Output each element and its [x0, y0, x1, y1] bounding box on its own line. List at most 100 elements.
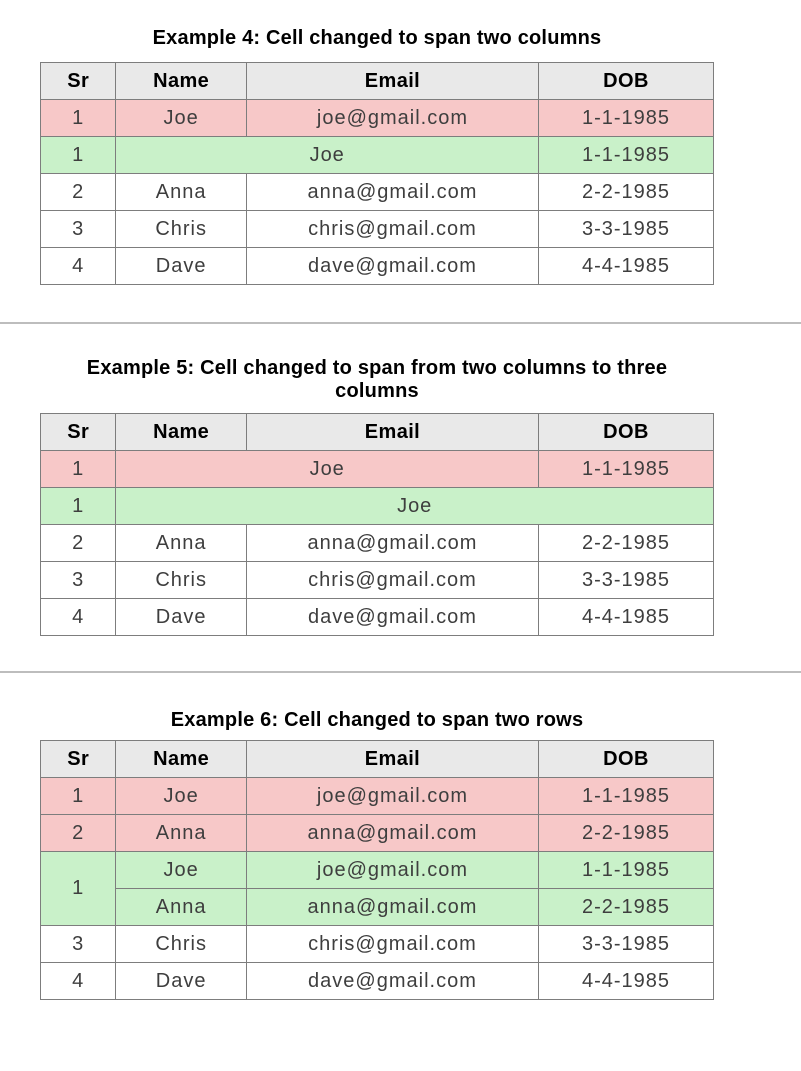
- table-row: 1 Joe joe@gmail.com 1-1-1985: [39, 851, 714, 926]
- table-header-row: Sr Name Email DOB: [39, 413, 714, 451]
- table-cell: 3: [39, 561, 117, 599]
- content-container: Example 4: Cell changed to span two colu…: [39, 27, 714, 285]
- table-cell: 2-2-1985: [538, 888, 714, 926]
- table-row: 3 Chris chris@gmail.com 3-3-1985: [39, 561, 714, 599]
- table-cell: Dave: [115, 247, 247, 285]
- table-cell: 4-4-1985: [538, 962, 714, 1000]
- column-header-sr: Sr: [39, 740, 117, 778]
- section-title-example-5: Example 5: Cell changed to span from two…: [86, 357, 668, 402]
- section-example-4: Example 4: Cell changed to span two colu…: [39, 27, 714, 285]
- table-cell: Joe: [115, 851, 247, 889]
- table-cell: Joe: [115, 99, 247, 137]
- table-cell: Chris: [115, 210, 247, 248]
- table-cell: dave@gmail.com: [245, 247, 540, 285]
- table-cell: 1-1-1985: [538, 450, 714, 488]
- table-row: 1 Joe joe@gmail.com 1-1-1985: [39, 99, 714, 137]
- table-row: 2 Anna anna@gmail.com 2-2-1985: [39, 173, 714, 211]
- table-cell: 1-1-1985: [538, 99, 714, 137]
- table-header: Sr Name Email DOB: [39, 413, 714, 451]
- column-header-email: Email: [245, 740, 540, 778]
- example-5-table: Sr Name Email DOB 1 Joe 1-1-1985 1 Joe 2 Anna anna…: [39, 413, 714, 636]
- table-cell: joe@gmail.com: [245, 99, 540, 137]
- table-cell: 2-2-1985: [538, 814, 714, 852]
- table-cell: Anna: [115, 524, 247, 562]
- table-cell: 2-2-1985: [538, 173, 714, 211]
- column-header-dob: DOB: [538, 62, 714, 100]
- content-container: Example 5: Cell changed to span from two…: [39, 357, 714, 636]
- table-cell: Dave: [115, 598, 247, 636]
- section-divider: [0, 322, 801, 324]
- column-header-dob: DOB: [538, 740, 714, 778]
- table-header-row: Sr Name Email DOB: [39, 740, 714, 778]
- table-cell: 1: [39, 450, 117, 488]
- column-header-dob: DOB: [538, 413, 714, 451]
- table-cell: anna@gmail.com: [245, 814, 540, 852]
- table-row: 1 Joe joe@gmail.com 1-1-1985: [39, 777, 714, 815]
- table-cell: chris@gmail.com: [245, 210, 540, 248]
- table-row: 2 Anna anna@gmail.com 2-2-1985: [39, 524, 714, 562]
- table-cell: Dave: [115, 962, 247, 1000]
- table-cell: 4: [39, 247, 117, 285]
- table-cell: 1-1-1985: [538, 851, 714, 889]
- table-cell: 1: [39, 851, 117, 926]
- table-cell: 1: [39, 99, 117, 137]
- table-cell: 1-1-1985: [538, 136, 714, 174]
- section-title-example-6: Example 6: Cell changed to span two rows: [170, 709, 584, 731]
- section-title-example-4: Example 4: Cell changed to span two colu…: [152, 27, 602, 49]
- table-cell: chris@gmail.com: [245, 561, 540, 599]
- table-cell: 2: [39, 814, 117, 852]
- table-row: 1 Joe: [39, 487, 714, 525]
- page: { "colors": { "header_bg": "#e9e9e9", "p…: [0, 27, 801, 1071]
- table-cell: Anna: [115, 888, 247, 926]
- example-6-table: Sr Name Email DOB 1 Joe joe@gmail.com 1-1-1985…: [39, 740, 714, 1000]
- column-header-name: Name: [115, 413, 247, 451]
- column-header-email: Email: [245, 62, 540, 100]
- table-header: Sr Name Email DOB: [39, 62, 714, 100]
- table-row: 1 Joe 1-1-1985: [39, 136, 714, 174]
- table-row: 3 Chris chris@gmail.com 3-3-1985: [39, 210, 714, 248]
- table-cell: Joe: [115, 450, 539, 488]
- table-body: 1 Joe 1-1-1985 1 Joe 2 Anna anna@gmail.com 2-2-1…: [39, 450, 714, 636]
- table-body: 1 Joe joe@gmail.com 1-1-1985 1 Joe 1-1-1985 2 An…: [39, 99, 714, 285]
- section-example-6: Example 6: Cell changed to span two rows…: [39, 709, 714, 1000]
- table-cell: anna@gmail.com: [245, 524, 540, 562]
- table-cell: dave@gmail.com: [245, 962, 540, 1000]
- table-cell: 4: [39, 598, 117, 636]
- table-cell: 1-1-1985: [538, 777, 714, 815]
- table-row: 2 Anna anna@gmail.com 2-2-1985: [39, 814, 714, 852]
- column-header-sr: Sr: [39, 62, 117, 100]
- table-row: 1 Joe 1-1-1985: [39, 450, 714, 488]
- table-row: 4 Dave dave@gmail.com 4-4-1985: [39, 962, 714, 1000]
- table-cell: joe@gmail.com: [245, 851, 540, 889]
- column-header-email: Email: [245, 413, 540, 451]
- table-row: 4 Dave dave@gmail.com 4-4-1985: [39, 598, 714, 636]
- column-header-name: Name: [115, 740, 247, 778]
- section-example-5: Example 5: Cell changed to span from two…: [39, 357, 714, 636]
- table-cell: 2: [39, 173, 117, 211]
- table-cell: anna@gmail.com: [245, 173, 540, 211]
- example-4-table: Sr Name Email DOB 1 Joe joe@gmail.com 1-1-1985…: [39, 62, 714, 285]
- table-cell: 1: [39, 136, 117, 174]
- table-header: Sr Name Email DOB: [39, 740, 714, 778]
- table-cell: Anna: [115, 173, 247, 211]
- table-cell: anna@gmail.com: [245, 888, 540, 926]
- table-cell: Chris: [115, 925, 247, 963]
- table-cell: 2-2-1985: [538, 524, 714, 562]
- table-cell: 3: [39, 925, 117, 963]
- table-row: 3 Chris chris@gmail.com 3-3-1985: [39, 925, 714, 963]
- table-cell: 3-3-1985: [538, 925, 714, 963]
- table-row: 4 Dave dave@gmail.com 4-4-1985: [39, 247, 714, 285]
- table-cell: Anna: [115, 814, 247, 852]
- table-cell: dave@gmail.com: [245, 598, 540, 636]
- table-header-row: Sr Name Email DOB: [39, 62, 714, 100]
- table-cell: 1: [39, 777, 117, 815]
- table-row: Anna anna@gmail.com 2-2-1985: [41, 888, 714, 926]
- table-cell: Joe: [115, 487, 714, 525]
- table-cell: 3: [39, 210, 117, 248]
- table-cell: Chris: [115, 561, 247, 599]
- section-divider: [0, 671, 801, 673]
- table-body: 1 Joe joe@gmail.com 1-1-1985 2 Anna anna@gmail…: [39, 777, 714, 1000]
- column-header-sr: Sr: [39, 413, 117, 451]
- table-cell: joe@gmail.com: [245, 777, 540, 815]
- column-header-name: Name: [115, 62, 247, 100]
